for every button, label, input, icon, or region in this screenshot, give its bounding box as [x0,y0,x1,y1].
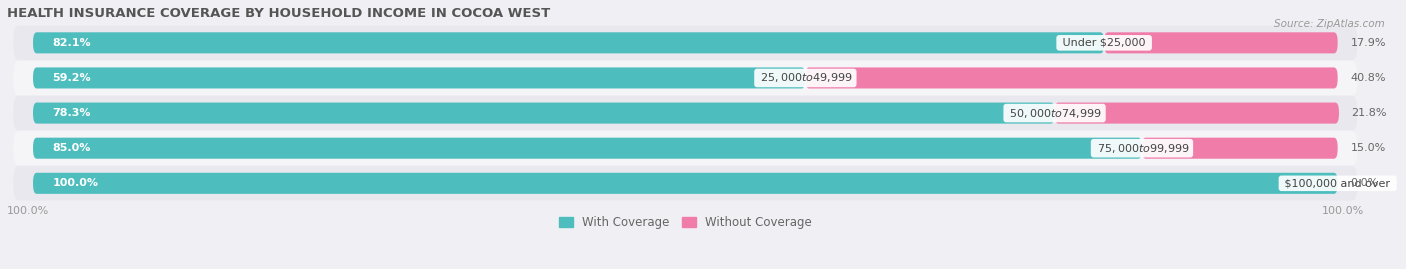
Text: HEALTH INSURANCE COVERAGE BY HOUSEHOLD INCOME IN COCOA WEST: HEALTH INSURANCE COVERAGE BY HOUSEHOLD I… [7,7,550,20]
FancyBboxPatch shape [1054,102,1339,124]
Text: 82.1%: 82.1% [52,38,91,48]
Text: 40.8%: 40.8% [1351,73,1386,83]
Text: 100.0%: 100.0% [7,206,49,216]
Text: 59.2%: 59.2% [52,73,91,83]
Legend: With Coverage, Without Coverage: With Coverage, Without Coverage [554,211,817,233]
Text: $50,000 to $74,999: $50,000 to $74,999 [1007,107,1102,120]
FancyBboxPatch shape [32,173,1337,194]
Text: 15.0%: 15.0% [1351,143,1386,153]
FancyBboxPatch shape [32,32,1104,53]
Text: 100.0%: 100.0% [1322,206,1364,216]
Text: 21.8%: 21.8% [1351,108,1386,118]
Text: 0.0%: 0.0% [1351,178,1379,188]
Text: Source: ZipAtlas.com: Source: ZipAtlas.com [1274,19,1385,29]
Text: Under $25,000: Under $25,000 [1059,38,1149,48]
FancyBboxPatch shape [32,138,1142,159]
FancyBboxPatch shape [13,96,1357,130]
FancyBboxPatch shape [13,26,1357,60]
FancyBboxPatch shape [32,68,806,89]
FancyBboxPatch shape [806,68,1337,89]
Text: 17.9%: 17.9% [1351,38,1386,48]
Text: $25,000 to $49,999: $25,000 to $49,999 [756,72,853,84]
FancyBboxPatch shape [13,131,1357,165]
FancyBboxPatch shape [32,102,1054,124]
FancyBboxPatch shape [1142,138,1337,159]
FancyBboxPatch shape [13,166,1357,200]
FancyBboxPatch shape [13,61,1357,95]
Text: 100.0%: 100.0% [52,178,98,188]
Text: $100,000 and over: $100,000 and over [1281,178,1393,188]
FancyBboxPatch shape [1104,32,1337,53]
Text: 78.3%: 78.3% [52,108,91,118]
Text: 85.0%: 85.0% [52,143,91,153]
Text: $75,000 to $99,999: $75,000 to $99,999 [1094,142,1191,155]
